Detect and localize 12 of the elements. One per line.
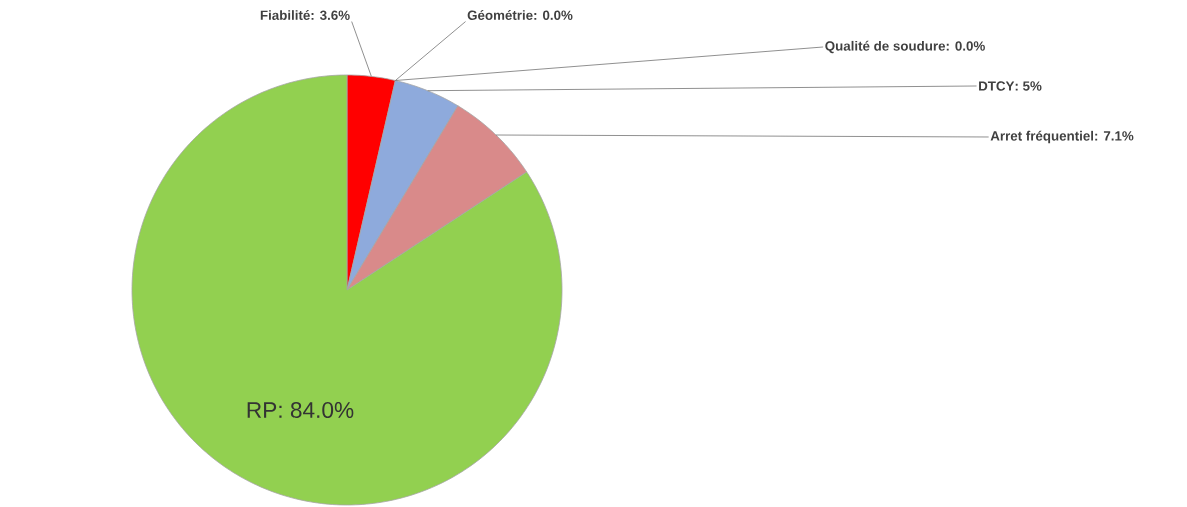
slice-label: Arret fréquentiel (990, 130, 1094, 144)
slice-label: RP (247, 402, 277, 418)
data-label: : 5% (1015, 81, 1042, 91)
category-label: Géométrie (467, 10, 533, 20)
text: : 0.0% (534, 10, 573, 20)
data-label: : 84.0% (279, 401, 354, 419)
data-label: : 3.6% (311, 10, 350, 20)
data-label: : 7.1% (1095, 131, 1134, 141)
slice-label: DTCY (979, 81, 1015, 91)
text: : 0.0% (946, 41, 985, 51)
slice-label: Fiabilité (260, 10, 310, 20)
category-label: Qualité de soudure (825, 40, 946, 54)
